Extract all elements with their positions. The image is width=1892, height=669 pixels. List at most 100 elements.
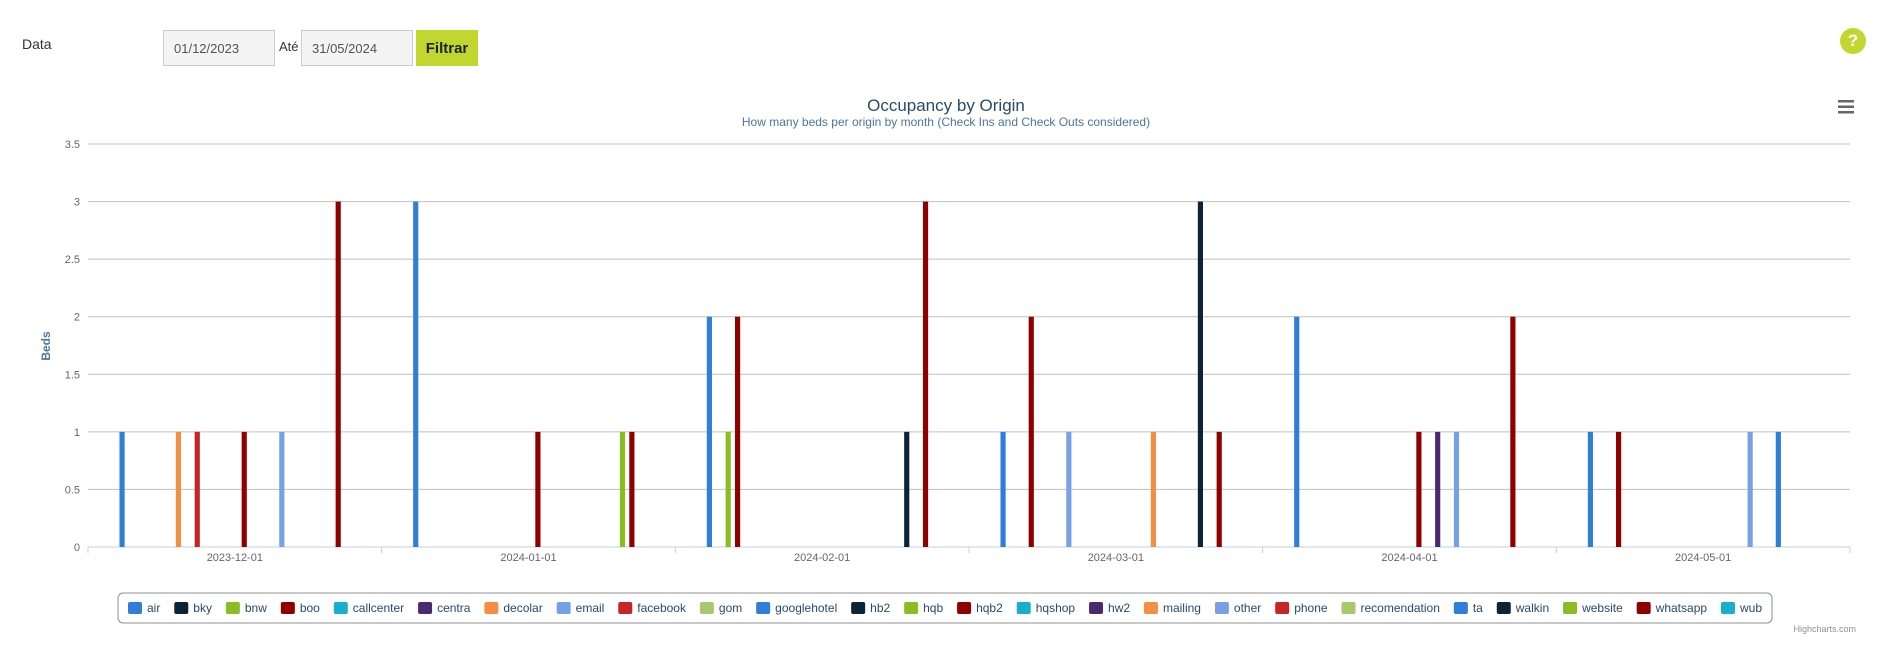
legend-item-email[interactable]: email [556, 601, 605, 615]
x-tick-label: 2023-12-01 [207, 552, 263, 564]
bar-air-2024-03-01[interactable] [1000, 431, 1006, 547]
x-tick-label: 2024-05-01 [1675, 552, 1731, 564]
bar-bnw-2024-02-01[interactable] [725, 431, 731, 547]
x-tick-label: 2024-03-01 [1088, 552, 1144, 564]
bar-other-2024-04-01[interactable] [1453, 431, 1460, 547]
legend-item-hqshop[interactable]: hqshop [1016, 601, 1076, 615]
legend-swatch [699, 602, 714, 614]
bar-email-2024-03-01[interactable] [1066, 431, 1072, 547]
legend-item-googlehotel[interactable]: googlehotel [756, 601, 837, 615]
highcharts-credit[interactable]: Highcharts.com [1793, 624, 1856, 634]
legend-item-website[interactable]: website [1563, 601, 1623, 615]
y-tick-label: 1.5 [65, 369, 80, 381]
bar-ta-2024-05-01[interactable] [1775, 431, 1781, 547]
bar-mailing-2024-03-01[interactable] [1150, 431, 1157, 547]
bar-whatsapp-2024-04-01[interactable] [1510, 316, 1516, 547]
bar-other-2024-05-01[interactable] [1747, 431, 1753, 547]
date-to-input[interactable] [301, 30, 413, 66]
legend-item-whatsapp[interactable]: whatsapp [1636, 601, 1708, 615]
y-tick-label: 1 [74, 427, 80, 439]
y-tick-label: 3 [74, 197, 80, 209]
bar-boo-2024-03-01[interactable] [1028, 316, 1034, 547]
legend-item-gom[interactable]: gom [699, 601, 742, 615]
legend-label: googlehotel [775, 601, 837, 615]
y-axis-label: Beds [39, 331, 53, 361]
legend-swatch [1563, 602, 1578, 614]
y-tick-label: 0.5 [65, 484, 80, 496]
bar-website-2024-01-01[interactable] [619, 431, 626, 547]
legend-item-centra[interactable]: centra [418, 601, 471, 615]
filter-button[interactable]: Filtrar [416, 30, 478, 66]
bar-hqb2-2023-12-01[interactable] [241, 431, 247, 547]
bar-air-2023-12-01[interactable] [119, 431, 125, 547]
legend-label: facebook [637, 601, 687, 615]
legend-swatch [904, 602, 919, 614]
legend-swatch [1720, 602, 1735, 614]
chart-title: Occupancy by Origin [867, 96, 1025, 115]
legend-item-decolar[interactable]: decolar [484, 601, 543, 615]
legend-item-bky[interactable]: bky [174, 601, 212, 615]
bar-air-2024-05-01[interactable] [1587, 431, 1593, 547]
bar-whatsapp-2023-12-01[interactable] [335, 201, 341, 548]
legend-swatch [225, 602, 240, 614]
legend-swatch [1453, 602, 1468, 614]
bar-facebook-2023-12-01[interactable] [194, 431, 200, 547]
legend-label: email [576, 601, 605, 615]
date-from-input[interactable] [163, 30, 275, 66]
legend-label: boo [300, 601, 320, 615]
legend-item-other[interactable]: other [1214, 601, 1261, 615]
legend-item-hb2[interactable]: hb2 [851, 601, 891, 615]
legend-swatch [1275, 602, 1290, 614]
legend-item-callcenter[interactable]: callcenter [333, 601, 404, 615]
bar-air-2024-04-01[interactable] [1294, 316, 1300, 547]
legend-swatch [174, 602, 189, 614]
bar-whatsapp-2024-03-01[interactable] [1216, 431, 1222, 547]
legend-item-recomendation[interactable]: recomendation [1341, 601, 1440, 615]
bar-whatsapp-2024-02-01[interactable] [922, 201, 929, 548]
legend-item-walkin[interactable]: walkin [1496, 601, 1549, 615]
menu-line-3 [1838, 111, 1854, 114]
y-tick-label: 0 [74, 542, 80, 554]
bar-air-2024-01-01[interactable] [413, 201, 419, 548]
legend-label: air [147, 601, 160, 615]
bar-whatsapp-2024-01-01[interactable] [629, 431, 635, 547]
bar-boo-2024-05-01[interactable] [1616, 431, 1622, 547]
bar-hw2-2024-04-01[interactable] [1435, 431, 1441, 547]
legend-label: hqb [923, 601, 943, 615]
occupancy-chart: Occupancy by Origin How many beds per or… [39, 96, 1856, 634]
legend-item-mailing[interactable]: mailing [1143, 601, 1201, 615]
legend-item-boo[interactable]: boo [280, 601, 320, 615]
legend-item-hw2[interactable]: hw2 [1089, 601, 1130, 615]
legend-label: website [1581, 601, 1623, 615]
legend-item-hqb2[interactable]: hqb2 [957, 601, 1003, 615]
legend-item-phone[interactable]: phone [1275, 601, 1328, 615]
bar-hqb2-2024-01-01[interactable] [535, 431, 541, 547]
help-icon[interactable]: ? [1840, 28, 1866, 54]
bar-hqb2-2024-04-01[interactable] [1416, 431, 1422, 547]
legend-label: mailing [1163, 601, 1201, 615]
legend-item-air[interactable]: air [128, 601, 160, 615]
chart-subtitle: How many beds per origin by month (Check… [742, 115, 1150, 129]
legend-swatch [1016, 602, 1031, 614]
legend-swatch [851, 602, 866, 614]
bar-walkin-2024-02-01[interactable] [904, 431, 910, 547]
legend-swatch [484, 602, 499, 614]
bar-other-2023-12-01[interactable] [279, 431, 285, 547]
legend-item-ta[interactable]: ta [1453, 601, 1483, 615]
legend-item-bnw[interactable]: bnw [225, 601, 267, 615]
legend-box [117, 592, 1773, 624]
legend-item-facebook[interactable]: facebook [618, 601, 687, 615]
bar-air-2024-02-01[interactable] [706, 316, 712, 547]
legend-label: recomendation [1361, 601, 1440, 615]
legend-item-wub[interactable]: wub [1720, 601, 1762, 615]
legend-label: callcenter [353, 601, 404, 615]
menu-line-2 [1838, 105, 1854, 108]
bar-decolar-2023-12-01[interactable] [175, 431, 182, 547]
legend-swatch [280, 602, 295, 614]
legend-item-hqb[interactable]: hqb [904, 601, 943, 615]
bar-walkin-2024-03-01[interactable] [1197, 201, 1203, 548]
legend-swatch [556, 602, 571, 614]
context-menu-icon[interactable] [1835, 99, 1855, 115]
bar-boo-2024-02-01[interactable] [735, 316, 741, 547]
legend-label: hw2 [1108, 601, 1130, 615]
